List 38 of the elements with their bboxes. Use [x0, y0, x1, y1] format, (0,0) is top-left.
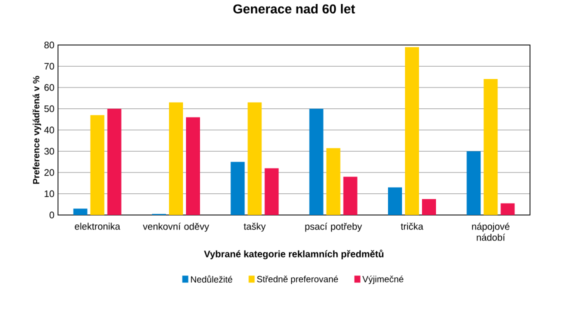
bar	[422, 199, 436, 215]
bar	[466, 151, 481, 215]
x-tick-label: venkovní oděvy	[142, 222, 210, 232]
bar	[186, 117, 200, 215]
y-tick-label: 70	[44, 62, 54, 70]
x-tick-label: trička	[400, 222, 424, 230]
y-axis-title: Preference vyjádřená v %	[32, 76, 42, 184]
y-tick-label: 60	[44, 84, 54, 91]
bar	[248, 102, 262, 215]
bar	[405, 47, 420, 215]
bar	[326, 148, 340, 215]
bar	[107, 108, 122, 215]
y-tick-label: 0	[50, 212, 54, 218]
bar	[484, 79, 498, 215]
y-tick-label: 50	[44, 105, 54, 112]
x-tick-label: tašky	[244, 222, 266, 232]
bar	[230, 162, 245, 215]
legend-label: Nedůležité	[191, 275, 232, 283]
y-tick-label: 30	[44, 148, 54, 155]
x-axis-title: Vybrané kategorie reklamních předmětů	[204, 250, 384, 260]
bar	[309, 108, 324, 215]
bar	[343, 176, 358, 215]
bar	[500, 203, 515, 215]
y-tick-label: 40	[44, 126, 54, 134]
bar	[73, 208, 88, 215]
bar	[90, 115, 104, 215]
y-tick-label: 80	[44, 42, 54, 48]
legend-label: Výjimečné	[362, 276, 404, 284]
x-tick-label: psací potřeby	[305, 222, 362, 232]
y-tick-label: 10	[44, 190, 54, 198]
bar	[388, 187, 402, 215]
y-tick-label: 20	[44, 169, 54, 176]
bar	[264, 168, 279, 215]
x-tick-label: elektronika	[74, 222, 120, 230]
legend-label: Středně preferované	[257, 276, 338, 284]
chart-title: Generace nad 60 let	[233, 4, 356, 14]
x-tick-label: nápojové nádobí	[472, 222, 510, 241]
bar	[169, 102, 183, 215]
